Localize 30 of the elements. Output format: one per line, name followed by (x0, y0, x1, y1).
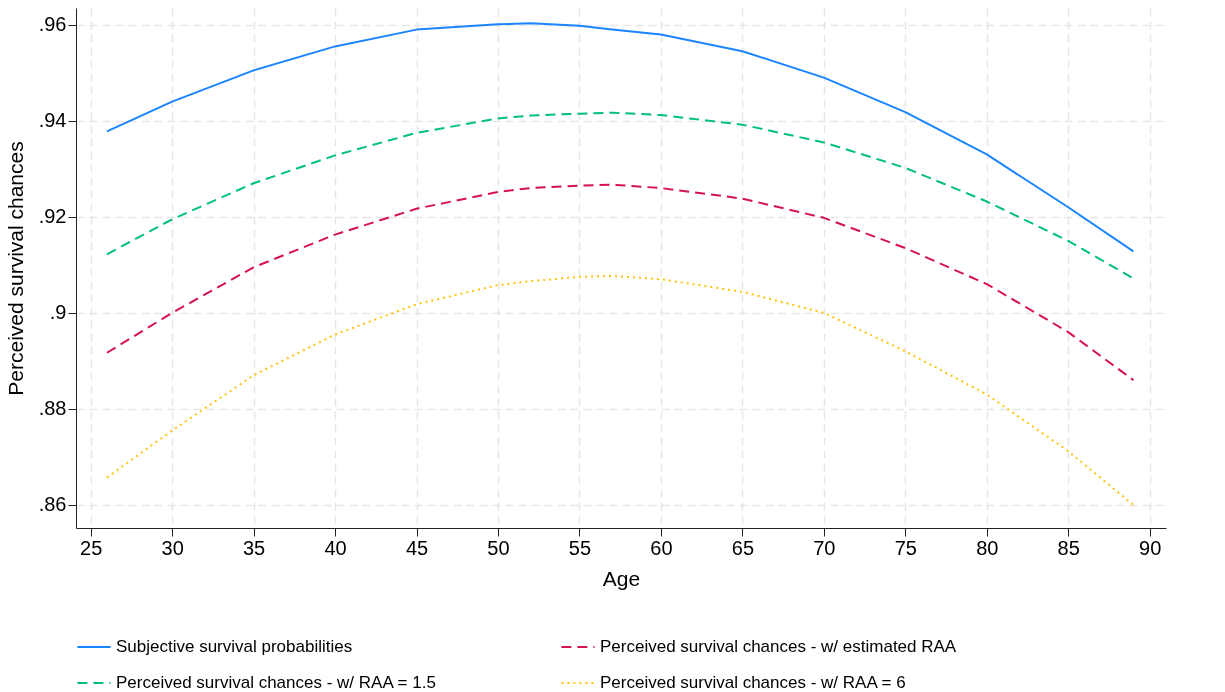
y-axis-title: Perceived survival chances (3, 141, 27, 396)
x-tick-label: 55 (568, 536, 592, 559)
x-tick-label: 50 (487, 536, 510, 559)
x-tick-label: 85 (1057, 536, 1080, 559)
x-tick-label: 35 (242, 536, 266, 559)
y-tick-label: .96 (38, 13, 67, 36)
y-tick-label: .92 (38, 205, 67, 228)
x-axis-title: Age (602, 566, 641, 590)
y-tick-label: .94 (38, 109, 67, 132)
legend-label: Perceived survival chances - w/ RAA = 1.5 (116, 673, 436, 692)
x-tick-label: 25 (80, 536, 103, 559)
line-series (105, 22, 1135, 253)
y-tick-label: .9 (49, 301, 67, 324)
x-tick-label: 70 (813, 536, 836, 559)
x-tick-label: 45 (405, 536, 429, 559)
line-series (105, 111, 1135, 280)
x-tick-label: 30 (161, 536, 184, 559)
legend-label: Perceived survival chances - w/ RAA = 6 (600, 673, 906, 692)
line-series (105, 183, 1135, 382)
x-tick-label: 40 (324, 536, 347, 559)
x-tick-label: 90 (1139, 536, 1162, 559)
legend-label: Perceived survival chances - w/ estimated RAA (600, 637, 957, 656)
legend-label: Subjective survival probabilities (116, 637, 353, 656)
x-tick-label: 65 (731, 536, 755, 559)
x-tick-label: 80 (976, 536, 999, 559)
y-tick-label: .88 (38, 397, 67, 420)
x-tick-label: 75 (894, 536, 917, 559)
y-tick-label: .86 (38, 493, 67, 516)
line-series (105, 274, 1135, 506)
x-tick-label: 60 (650, 536, 673, 559)
